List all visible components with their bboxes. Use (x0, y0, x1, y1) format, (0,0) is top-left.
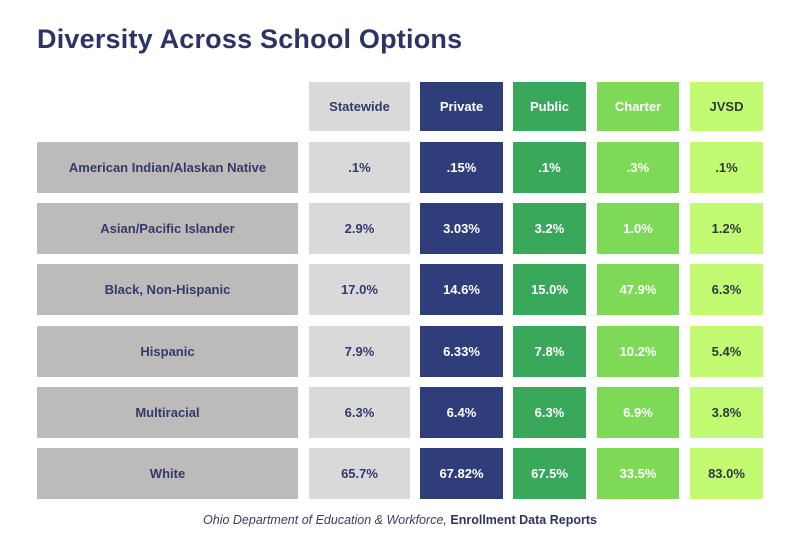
value-cell-statewide: 6.3% (309, 387, 410, 438)
value-cell-charter: 10.2% (597, 326, 679, 377)
value-cell-private: 14.6% (420, 264, 503, 315)
value-cell-public: 7.8% (513, 326, 586, 377)
value-cell-statewide: 17.0% (309, 264, 410, 315)
value-cell-public: 67.5% (513, 448, 586, 499)
value-cell-private: 3.03% (420, 203, 503, 254)
value-cell-public: 3.2% (513, 203, 586, 254)
value-cell-charter: 47.9% (597, 264, 679, 315)
value-cell-private: 6.4% (420, 387, 503, 438)
value-cell-jvsd: 6.3% (690, 264, 763, 315)
row-label: White (37, 448, 298, 499)
column-header-jvsd: JVSD (690, 82, 763, 131)
value-cell-statewide: 65.7% (309, 448, 410, 499)
value-cell-statewide: 2.9% (309, 203, 410, 254)
value-cell-jvsd: 3.8% (690, 387, 763, 438)
column-header-statewide: Statewide (309, 82, 410, 131)
source-organization: Ohio Department of Education & Workforce… (203, 513, 447, 527)
column-header-private: Private (420, 82, 503, 131)
row-label: Multiracial (37, 387, 298, 438)
value-cell-private: 6.33% (420, 326, 503, 377)
column-header-charter: Charter (597, 82, 679, 131)
value-cell-charter: 33.5% (597, 448, 679, 499)
value-cell-public: 6.3% (513, 387, 586, 438)
value-cell-statewide: .1% (309, 142, 410, 193)
page-title: Diversity Across School Options (37, 24, 463, 54)
column-header-public: Public (513, 82, 586, 131)
value-cell-public: .1% (513, 142, 586, 193)
value-cell-private: .15% (420, 142, 503, 193)
value-cell-jvsd: 1.2% (690, 203, 763, 254)
value-cell-charter: .3% (597, 142, 679, 193)
source-report: Enrollment Data Reports (450, 513, 597, 527)
value-cell-charter: 6.9% (597, 387, 679, 438)
value-cell-jvsd: 83.0% (690, 448, 763, 499)
row-label: Hispanic (37, 326, 298, 377)
value-cell-jvsd: .1% (690, 142, 763, 193)
row-label: Black, Non-Hispanic (37, 264, 298, 315)
value-cell-jvsd: 5.4% (690, 326, 763, 377)
value-cell-charter: 1.0% (597, 203, 679, 254)
row-label: Asian/Pacific Islander (37, 203, 298, 254)
row-label: American Indian/Alaskan Native (37, 142, 298, 193)
value-cell-public: 15.0% (513, 264, 586, 315)
value-cell-private: 67.82% (420, 448, 503, 499)
value-cell-statewide: 7.9% (309, 326, 410, 377)
source-citation: Ohio Department of Education & Workforce… (0, 513, 800, 527)
